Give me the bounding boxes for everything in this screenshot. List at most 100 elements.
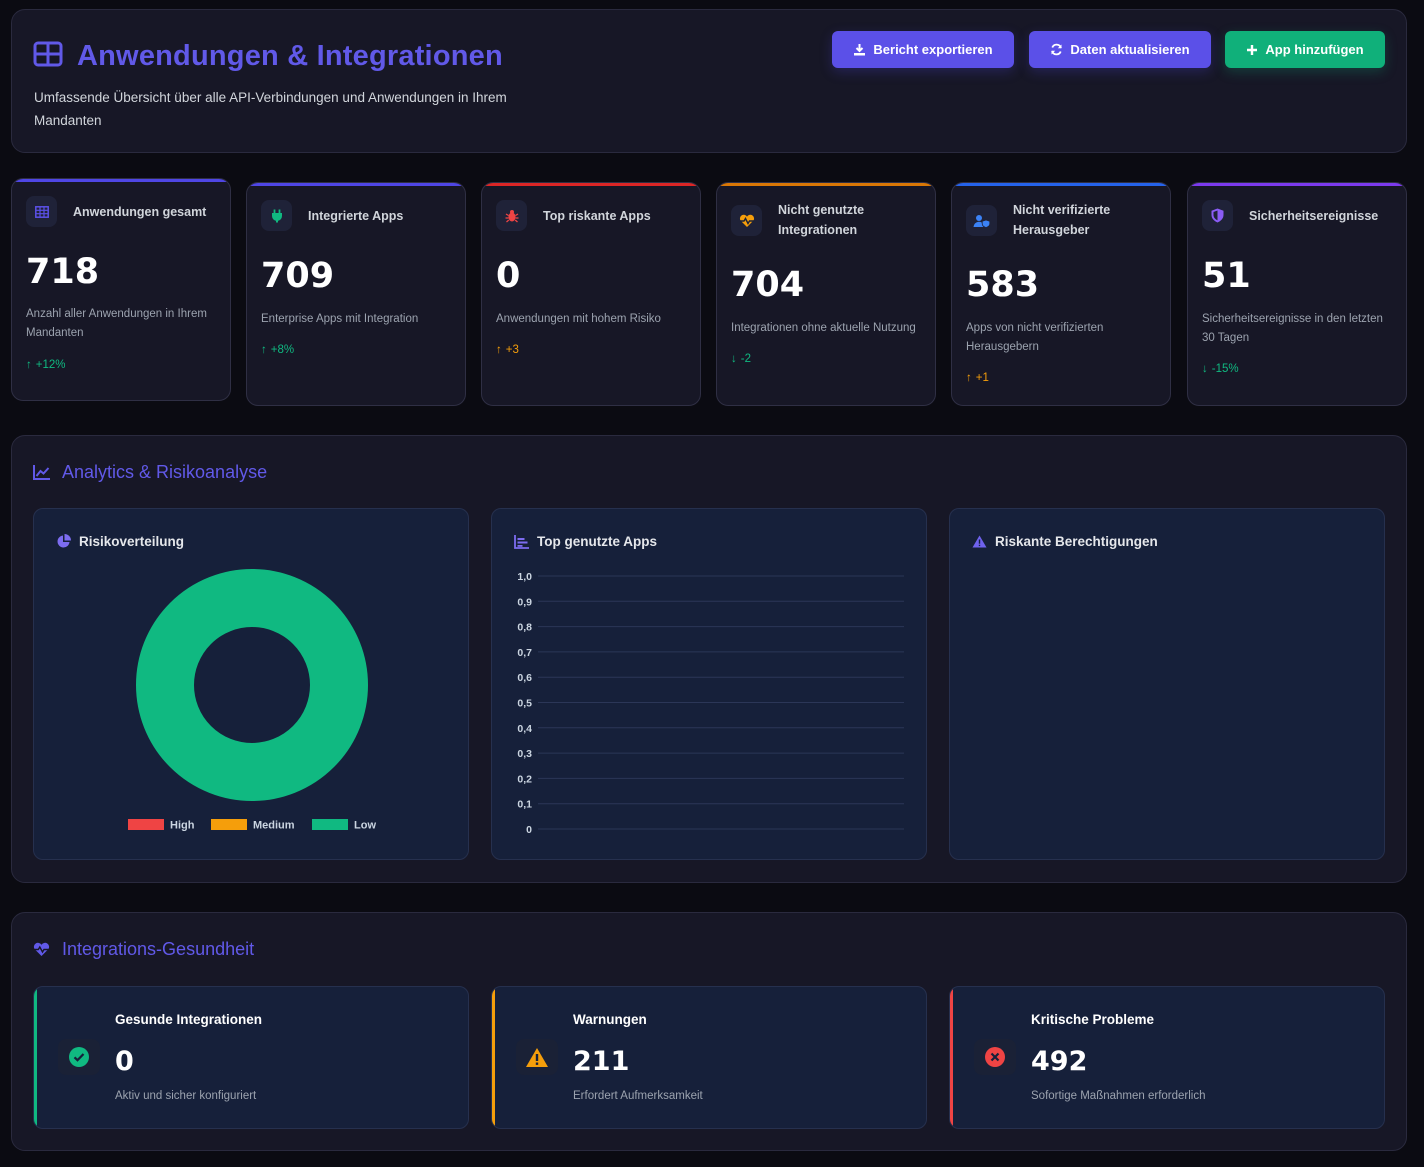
stat-label: Nicht verifizierte Herausgeber <box>1013 203 1111 237</box>
arrow-down-icon: ↓ <box>731 353 737 365</box>
y-tick-label: 0,3 <box>517 748 532 760</box>
error-circle-icon <box>974 1039 1016 1075</box>
stat-description: Apps von nicht verifizierten Herausgeber… <box>966 322 1104 353</box>
donut-slice-low[interactable] <box>136 569 368 801</box>
accent-bar <box>717 183 935 186</box>
health-card-value: 211 <box>573 1046 630 1077</box>
stat-trend-value: +1 <box>975 372 989 384</box>
export-report-label: Bericht exportieren <box>873 42 993 57</box>
y-tick-label: 0,7 <box>517 647 532 659</box>
risk-distribution-card: Risikoverteilung High Medium Low <box>33 508 469 860</box>
stat-description: Enterprise Apps mit Integration <box>261 313 419 325</box>
pie-chart-icon <box>57 534 71 548</box>
stat-trend: ↓ -15% <box>1202 363 1239 375</box>
legend-swatch-high <box>128 819 164 830</box>
stat-card-unverified-publishers[interactable]: Nicht verifizierte Herausgeber 583 Apps … <box>951 182 1171 406</box>
top-apps-title: Top genutzte Apps <box>514 534 657 549</box>
health-card-description: Sofortige Maßnahmen erforderlich <box>1031 1090 1206 1102</box>
stat-trend-value: +8% <box>270 344 295 356</box>
y-tick-label: 0,5 <box>517 698 532 710</box>
stat-trend-value: -15% <box>1211 363 1239 375</box>
stat-value: 583 <box>966 265 1040 305</box>
download-icon <box>854 44 866 56</box>
add-app-button[interactable]: App hinzufügen <box>1225 31 1385 68</box>
accent-bar <box>247 183 465 186</box>
legend-label-medium: Medium <box>253 820 295 832</box>
health-title: Integrations-Gesundheit <box>33 939 254 960</box>
stat-card-total-apps[interactable]: Anwendungen gesamt 718 Anzahl aller Anwe… <box>11 178 231 401</box>
stat-label: Sicherheitsereignisse <box>1249 209 1379 223</box>
stat-trend: ↑ +12% <box>26 359 65 371</box>
warning-icon <box>516 1039 558 1075</box>
stat-description: Anzahl aller Anwendungen in Ihrem Mandan… <box>26 308 207 339</box>
health-card-description: Aktiv und sicher konfiguriert <box>115 1090 257 1102</box>
stat-label: Nicht genutzte Integrationen <box>778 203 865 237</box>
top-apps-bar-chart[interactable]: 0 0,1 0,2 0,3 0,4 0,5 0,6 0,7 0,8 0,9 1,0 <box>492 509 928 861</box>
legend-swatch-medium <box>211 819 247 830</box>
title-row: Anwendungen & Integrationen <box>33 40 503 73</box>
analytics-title: Analytics & Risikoanalyse <box>33 462 267 483</box>
stat-trend: ↓ -2 <box>731 353 751 365</box>
add-app-label: App hinzufügen <box>1265 42 1364 57</box>
stat-trend-value: +3 <box>505 344 519 356</box>
refresh-data-button[interactable]: Daten aktualisieren <box>1029 31 1211 68</box>
stat-trend-value: +12% <box>35 359 66 371</box>
health-card-value: 0 <box>115 1046 134 1077</box>
risk-donut-chart[interactable]: High Medium Low <box>34 509 470 861</box>
y-tick-label: 0 <box>526 824 532 836</box>
arrow-up-icon: ↑ <box>261 344 267 356</box>
bug-icon <box>496 200 527 231</box>
accent-bar <box>950 987 953 1128</box>
health-card-description: Erfordert Aufmerksamkeit <box>573 1090 703 1102</box>
top-apps-card: Top genutzte Apps 0 0,1 0,2 0,3 0,4 0,5 0,6 0,7… <box>491 508 927 860</box>
stat-trend: ↑ +1 <box>966 372 989 384</box>
accent-bar <box>482 183 700 186</box>
page-subtitle: Umfassende Übersicht über alle API-Verbi… <box>34 90 507 128</box>
health-card-critical[interactable]: Kritische Probleme 492 Sofortige Maßnahm… <box>949 986 1385 1129</box>
y-tick-label: 0,4 <box>517 723 532 735</box>
arrow-up-icon: ↑ <box>496 344 502 356</box>
accent-bar <box>952 183 1170 186</box>
warning-triangle-icon <box>972 535 987 548</box>
arrow-down-icon: ↓ <box>1202 363 1208 375</box>
stat-trend: ↑ +3 <box>496 344 519 356</box>
page-title: Anwendungen & Integrationen <box>77 40 503 72</box>
stat-description: Anwendungen mit hohem Risiko <box>496 313 661 325</box>
stat-label: Top riskante Apps <box>543 209 651 223</box>
accent-bar <box>1188 183 1406 186</box>
health-card-healthy[interactable]: Gesunde Integrationen 0 Aktiv und sicher… <box>33 986 469 1129</box>
health-card-title: Gesunde Integrationen <box>115 1012 263 1027</box>
stat-card-integrated-apps[interactable]: Integrierte Apps 709 Enterprise Apps mit… <box>246 182 466 406</box>
stat-card-unused-integrations[interactable]: Nicht genutzte Integrationen 704 Integra… <box>716 182 936 406</box>
bar-chart-icon <box>514 534 529 549</box>
export-report-button[interactable]: Bericht exportieren <box>832 31 1014 68</box>
stat-label: Integrierte Apps <box>308 209 404 223</box>
y-tick-label: 0,9 <box>517 596 532 608</box>
line-chart-icon <box>33 465 50 480</box>
check-circle-icon <box>58 1039 100 1075</box>
health-card-value: 492 <box>1031 1046 1088 1077</box>
y-tick-label: 0,8 <box>517 622 532 634</box>
analytics-section: Analytics & Risikoanalyse Risikoverteilu… <box>11 435 1407 883</box>
plug-icon <box>261 200 292 231</box>
y-tick-label: 0,2 <box>517 773 532 785</box>
refresh-data-label: Daten aktualisieren <box>1070 42 1190 57</box>
health-card-warnings[interactable]: Warnungen 211 Erfordert Aufmerksamkeit <box>491 986 927 1129</box>
legend-swatch-low <box>312 819 348 830</box>
risky-permissions-card: Riskante Berechtigungen <box>949 508 1385 860</box>
stat-value: 0 <box>496 256 521 296</box>
refresh-icon <box>1051 43 1063 56</box>
risky-permissions-label: Riskante Berechtigungen <box>995 534 1158 549</box>
stat-value: 718 <box>26 252 100 292</box>
stat-card-security-events[interactable]: Sicherheitsereignisse 51 Sicherheitserei… <box>1187 182 1407 406</box>
health-title-text: Integrations-Gesundheit <box>62 939 255 959</box>
accent-bar <box>12 179 230 182</box>
grid-icon <box>26 196 57 227</box>
legend-label-low: Low <box>354 820 376 832</box>
stat-card-risky-apps[interactable]: Top riskante Apps 0 Anwendungen mit hohe… <box>481 182 701 406</box>
accent-bar <box>34 987 37 1128</box>
health-card-title: Warnungen <box>573 1012 647 1027</box>
plus-icon <box>1247 44 1258 55</box>
heartbeat-icon <box>33 942 50 956</box>
risk-distribution-title: Risikoverteilung <box>56 534 184 549</box>
